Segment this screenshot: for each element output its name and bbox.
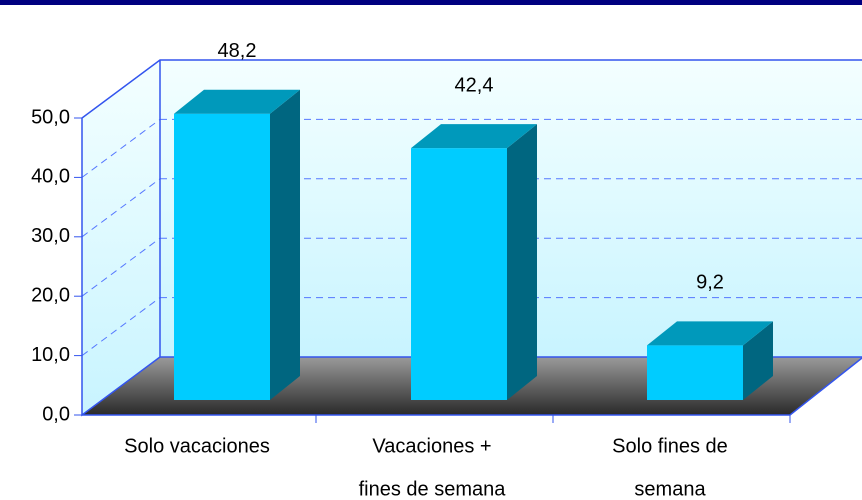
wall-border <box>81 59 862 417</box>
value-label: 9,2 <box>696 272 724 294</box>
x-tick-label: fines de semana <box>359 478 507 500</box>
side-grid-line <box>81 237 161 297</box>
side-wall <box>82 60 160 415</box>
bar-top <box>647 321 773 346</box>
bar-top <box>411 124 537 149</box>
y-tick-label: 10,0 <box>31 344 70 366</box>
top-bar <box>0 0 862 5</box>
side-grid-line <box>81 178 161 238</box>
bar-side <box>270 89 300 400</box>
side-grid-line <box>81 297 161 357</box>
x-tick-label: Vacaciones + <box>372 435 491 457</box>
bar-front <box>411 148 507 400</box>
y-tick-label: 40,0 <box>31 166 70 188</box>
bar-top <box>174 89 300 114</box>
value-label: 48,2 <box>218 40 257 62</box>
y-tick-label: 0,0 <box>42 403 70 425</box>
y-tick-label: 30,0 <box>31 225 70 247</box>
y-tick-label: 50,0 <box>31 106 70 128</box>
x-tick-label: Solo fines de <box>612 435 728 457</box>
x-tick-label: semana <box>634 478 706 500</box>
y-tick-label: 20,0 <box>31 284 70 306</box>
bar-side <box>507 124 537 401</box>
bar-side <box>743 321 773 400</box>
bar-front <box>647 345 743 400</box>
side-grid-line <box>81 118 161 178</box>
x-tick-label: Solo vacaciones <box>124 435 270 457</box>
bar-front <box>174 113 270 400</box>
value-label: 42,4 <box>455 74 494 96</box>
